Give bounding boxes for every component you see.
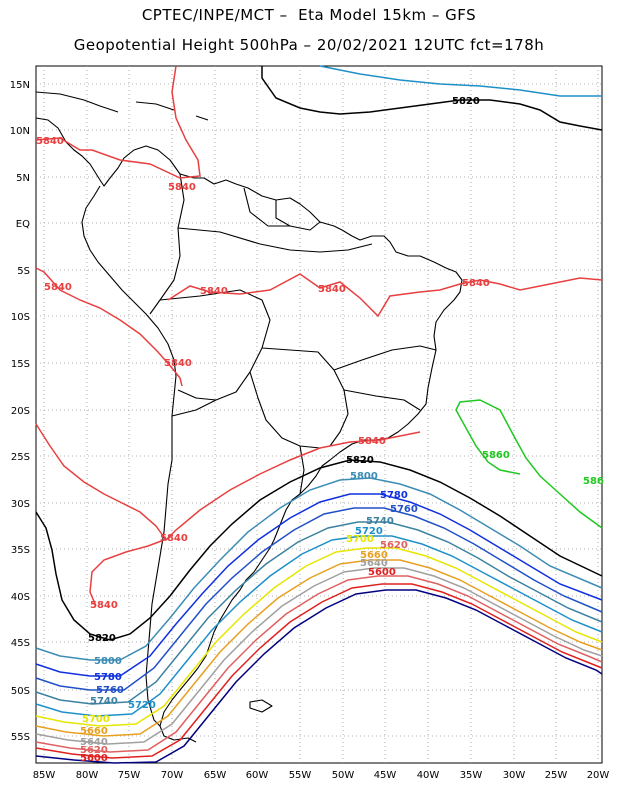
contour-label-5840: 5840 — [164, 358, 192, 369]
lat-tick-label: 35S — [11, 545, 30, 556]
lat-tick-label: 15S — [11, 359, 30, 370]
contour-5640 — [35, 567, 603, 745]
contour-5760 — [35, 507, 603, 691]
contour-labels: 5840 5840 5840 5840 5840 5840 5840 5840 5840 5840… — [36, 96, 604, 764]
lat-tick-label: 25S — [11, 452, 30, 463]
lat-tick-label: 5N — [16, 173, 30, 184]
lat-tick-label: 10S — [11, 312, 30, 323]
map-grid — [36, 66, 602, 763]
contour-label-5640: 5640 — [360, 558, 388, 569]
lon-tick-label: 80W — [76, 770, 99, 781]
coastline — [35, 91, 463, 743]
lat-tick-label: 15N — [10, 80, 30, 91]
lat-tick-label: 55S — [11, 732, 30, 743]
contour-label-5780: 5780 — [380, 490, 408, 501]
contour-label-5600: 5600 — [80, 753, 108, 764]
contour-5820 — [35, 459, 603, 641]
contour-5700 — [35, 547, 603, 727]
contour-5780 — [35, 493, 603, 677]
lon-tick-label: 50W — [332, 770, 355, 781]
contour-label-5720: 5720 — [128, 700, 156, 711]
contour-label-5840: 5840 — [44, 282, 72, 293]
contour-label-5620: 5620 — [80, 745, 108, 756]
lon-tick-label: 40W — [417, 770, 440, 781]
contour-label-5700: 5700 — [82, 714, 110, 725]
contour-label-5660: 5660 — [360, 550, 388, 561]
contour-5740 — [35, 521, 603, 705]
contour-lines — [35, 65, 603, 764]
contour-5840 — [35, 423, 421, 542]
contour-5620 — [35, 575, 603, 753]
contour-label-5840: 5840 — [168, 182, 196, 193]
contour-label-5740: 5740 — [90, 696, 118, 707]
contour-label-5760: 5760 — [96, 685, 124, 696]
lon-tick-label: 20W — [587, 770, 610, 781]
lon-tick-label: 60W — [246, 770, 269, 781]
contour-label-5820: 5820 — [452, 96, 480, 107]
contour-label-5780: 5780 — [94, 672, 122, 683]
lon-tick-label: 35W — [460, 770, 483, 781]
lon-tick-label: 45W — [374, 770, 397, 781]
lon-tick-label: 25W — [545, 770, 568, 781]
lon-tick-label: 55W — [289, 770, 312, 781]
contour-5800 — [35, 477, 603, 661]
contour-label-5840: 5840 — [358, 436, 386, 447]
contour-label-5800: 5800 — [94, 656, 122, 667]
contour-label-5840: 5840 — [36, 136, 64, 147]
lat-tick-label: 40S — [11, 592, 30, 603]
contour-5840 — [35, 267, 183, 387]
contour-5820 — [261, 66, 603, 131]
contour-5840 — [89, 539, 165, 607]
contour-label-5760: 5760 — [390, 504, 418, 515]
contour-label-5700: 5700 — [346, 534, 374, 545]
contour-5840 — [167, 273, 603, 318]
map-frame — [35, 65, 603, 764]
contour-5580 — [35, 589, 603, 764]
contour-label-5640: 5640 — [80, 737, 108, 748]
contour-label-5820: 5820 — [346, 455, 374, 466]
contour-label-5820: 5820 — [88, 633, 116, 644]
contour-label-5840: 5840 — [160, 533, 188, 544]
lon-tick-label: 70W — [161, 770, 184, 781]
latitude-labels: 15N 10N 5N EQ 5S 10S 15S 20S 25S 30S 35S 40S 45S 50S 5… — [10, 80, 30, 743]
contour-label-5800: 5800 — [350, 471, 378, 482]
lat-tick-label: 20S — [11, 406, 30, 417]
contour-5600 — [35, 583, 603, 759]
contour-label-5860: 5860 — [482, 450, 510, 461]
contour-label-5620: 5620 — [380, 540, 408, 551]
contour-label-5720: 5720 — [355, 526, 383, 537]
map-subtitle: Geopotential Height 500hPa – 20/02/2021 … — [73, 36, 545, 54]
lon-tick-label: 65W — [204, 770, 227, 781]
map-title: CPTEC/INPE/MCT – Eta Model 15km – GFS — [141, 6, 477, 24]
lat-tick-label: 5S — [17, 266, 30, 277]
contour-5720 — [35, 535, 603, 717]
lon-tick-label: 30W — [503, 770, 526, 781]
contour-label-5660: 5660 — [80, 726, 108, 737]
lat-tick-label: 30S — [11, 499, 30, 510]
contour-label-5600: 5600 — [368, 567, 396, 578]
lat-tick-label: 10N — [10, 126, 30, 137]
lat-tick-label: 50S — [11, 686, 30, 697]
contour-label-5840: 5840 — [90, 600, 118, 611]
contour-label-5740: 5740 — [366, 516, 394, 527]
contour-label-5860: 586 — [583, 476, 604, 487]
longitude-labels: 85W 80W 75W 70W 65W 60W 55W 50W 45W 40W 35W 30W 25W 2… — [33, 770, 610, 781]
lon-tick-label: 85W — [33, 770, 56, 781]
contour-label-5840: 5840 — [462, 278, 490, 289]
contour-label-5840: 5840 — [318, 284, 346, 295]
lat-tick-label: 45S — [11, 638, 30, 649]
lat-tick-label: EQ — [16, 219, 30, 230]
contour-label-5840: 5840 — [200, 286, 228, 297]
contour-5660 — [35, 559, 603, 737]
contour-5860 — [455, 399, 603, 529]
contour-5840 — [35, 65, 201, 179]
contour-5720 — [319, 65, 602, 97]
lon-tick-label: 75W — [118, 770, 141, 781]
